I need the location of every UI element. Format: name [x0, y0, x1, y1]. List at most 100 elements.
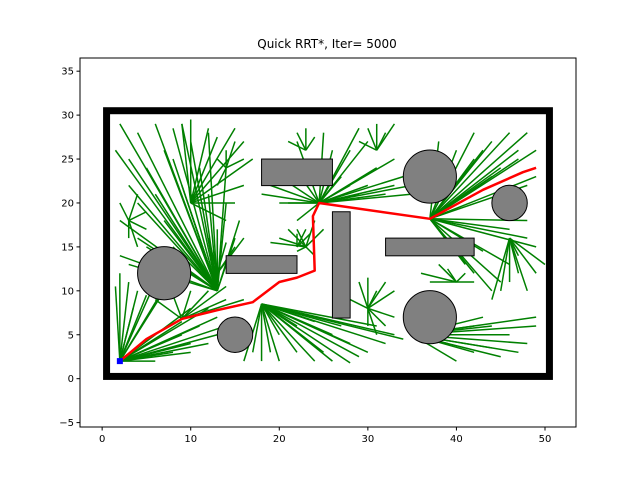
- tree-edge: [260, 303, 280, 336]
- tree-edge: [509, 237, 546, 266]
- tree-edge: [305, 136, 316, 151]
- tree-edge: [181, 285, 227, 320]
- tree-edge: [181, 123, 192, 204]
- tree-edge: [216, 158, 227, 169]
- tree-edge: [190, 140, 245, 204]
- tree-edge: [508, 237, 520, 257]
- tree-edge: [154, 193, 218, 292]
- tree-edge: [181, 298, 227, 320]
- tree-edge: [318, 127, 360, 204]
- tree-edge: [455, 272, 466, 283]
- planned-path: [119, 166, 537, 363]
- tree-edge: [261, 193, 320, 204]
- tree-edge: [172, 128, 219, 292]
- tree-edge: [119, 334, 183, 362]
- tree-edge: [429, 132, 528, 220]
- tree-edge: [270, 184, 320, 204]
- chart-title: Quick RRT*, Iter= 5000: [257, 37, 396, 51]
- tree-edge: [128, 220, 139, 248]
- obstacle-circle: [402, 290, 457, 345]
- tree-edge: [119, 325, 227, 362]
- boundary-wall: [103, 107, 553, 380]
- obstacle-rectangle: [261, 158, 333, 187]
- tree-edge: [207, 237, 219, 274]
- x-tick-label: 40: [450, 434, 463, 445]
- tree-edge: [499, 237, 511, 291]
- tree-edge: [251, 303, 263, 353]
- tree-edge: [318, 193, 360, 204]
- tree-edge: [429, 218, 528, 239]
- tree-edge: [128, 184, 218, 292]
- tree-edge: [367, 281, 387, 309]
- tree-edge: [261, 303, 333, 362]
- start-marker: [116, 358, 123, 365]
- tree-edge: [137, 202, 218, 292]
- y-tick-label: 20: [61, 198, 74, 209]
- y-tick-label: 10: [61, 286, 74, 297]
- tree-edge: [128, 193, 139, 221]
- tree-edge: [508, 237, 528, 292]
- tree-edge: [119, 294, 148, 362]
- obstacle-circle: [137, 246, 192, 301]
- y-tick-label: −5: [59, 418, 74, 429]
- tree-edge: [446, 268, 458, 283]
- plot-area: [103, 107, 553, 380]
- tree-edge: [114, 149, 218, 292]
- tree-edge: [145, 167, 218, 292]
- tree-edge: [429, 218, 510, 231]
- axes-frame: [79, 57, 577, 428]
- x-tick-label: 0: [99, 434, 105, 445]
- tree-edge: [296, 246, 307, 252]
- tree-edge: [207, 194, 219, 291]
- tree-edge: [225, 158, 245, 169]
- tree-edge: [261, 303, 351, 364]
- tree-edge: [198, 237, 218, 292]
- tree-edge: [261, 303, 315, 323]
- obstacle-circle: [216, 316, 254, 353]
- y-tick-label: 5: [68, 330, 74, 341]
- tree-edge: [261, 303, 316, 362]
- tree-edge: [296, 132, 307, 151]
- obstacle-rectangle: [225, 255, 298, 274]
- tree-edge: [216, 202, 227, 291]
- tree-edge: [318, 184, 369, 204]
- tree-edge: [114, 286, 121, 362]
- tree-edge: [367, 290, 395, 310]
- tree-edge: [429, 149, 537, 220]
- tree-edge: [260, 303, 281, 362]
- tree-edge: [420, 272, 457, 283]
- tree-edge: [119, 351, 191, 362]
- obstacle-circle: [491, 184, 528, 222]
- axes-ticks: 0 10 20 30 40 50 −5 0 5 10 15 20 25 30 35: [59, 57, 577, 445]
- tree-edge: [318, 176, 342, 204]
- x-tick-label: 20: [273, 434, 286, 445]
- tree-edge: [119, 290, 165, 362]
- tree-edge: [190, 127, 236, 204]
- tree-edge: [154, 299, 183, 320]
- tree-edge: [318, 184, 351, 204]
- tree-edge: [128, 219, 147, 230]
- tree-edge: [358, 281, 369, 309]
- tree-edge: [216, 167, 227, 186]
- tree-edge: [376, 123, 396, 151]
- tree-edge: [367, 307, 387, 327]
- tree-edge: [172, 294, 183, 320]
- tree-edge: [358, 140, 378, 151]
- tree-edge: [296, 202, 320, 222]
- tree-edge: [367, 308, 378, 335]
- tree-edge: [279, 237, 307, 248]
- tree-edge: [260, 303, 272, 353]
- tree-edge: [491, 237, 511, 300]
- tree-edge: [119, 308, 134, 362]
- tree-edge: [189, 141, 219, 291]
- tree-edge: [429, 218, 537, 248]
- tree-edge: [190, 136, 218, 204]
- tree-edge: [261, 303, 360, 358]
- tree-edge: [296, 233, 311, 248]
- tree-edge: [367, 128, 378, 151]
- tree-edge: [349, 298, 369, 310]
- tree-edge: [261, 303, 377, 327]
- tree-edge: [128, 211, 147, 222]
- y-tick-label: 35: [61, 67, 74, 78]
